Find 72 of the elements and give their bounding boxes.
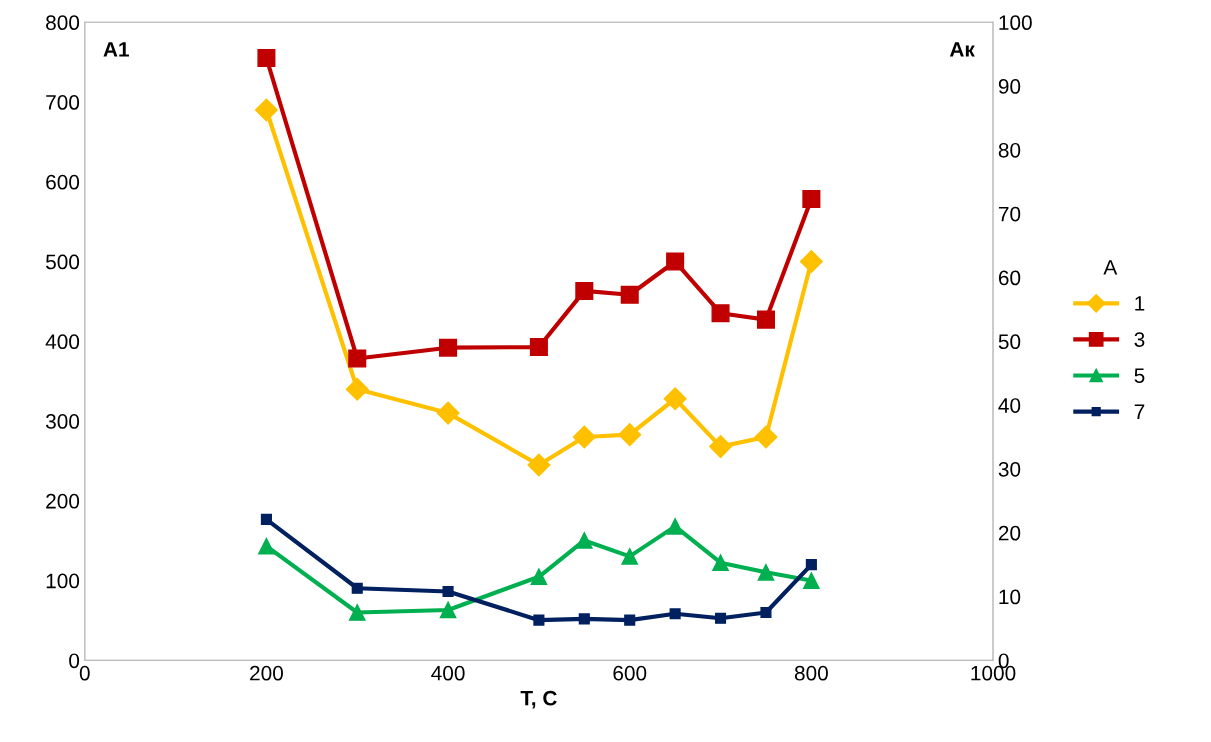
point xyxy=(260,513,272,525)
point xyxy=(527,453,551,477)
point xyxy=(533,614,545,626)
y-tick-label: 800 xyxy=(46,15,80,31)
x-tick-label: 600 xyxy=(613,665,647,681)
x-tick-label: 800 xyxy=(794,665,828,681)
point xyxy=(345,377,369,401)
point xyxy=(663,387,687,411)
y-tick-label: 700 xyxy=(46,95,80,110)
legend-label: 5 xyxy=(1134,368,1145,383)
y2-tick-label: 70 xyxy=(998,206,1021,222)
y2-tick-label: 20 xyxy=(998,525,1021,541)
point xyxy=(254,98,278,122)
point xyxy=(258,537,275,555)
point xyxy=(666,252,685,271)
y-tick-label: 300 xyxy=(45,414,80,429)
x-tick-label: 200 xyxy=(250,665,283,681)
y2-tick-label: 60 xyxy=(998,270,1021,286)
point xyxy=(760,606,772,619)
x-tick-label: 0 xyxy=(79,665,90,681)
y2-tick-label: 40 xyxy=(998,398,1021,413)
point xyxy=(439,338,458,357)
point xyxy=(257,48,276,68)
annotation: A1 xyxy=(103,42,129,57)
y2-tick-label: 100 xyxy=(999,15,1032,31)
y-tick-label: 100 xyxy=(46,573,80,589)
x-axis-title: T, C xyxy=(520,690,557,709)
point xyxy=(711,304,730,323)
point xyxy=(756,310,775,329)
point xyxy=(621,548,639,565)
y-tick-label: 400 xyxy=(45,334,80,350)
point xyxy=(348,604,366,621)
point xyxy=(530,568,548,586)
y-tick-label: 200 xyxy=(46,493,80,509)
point xyxy=(803,572,820,589)
point xyxy=(757,563,775,581)
y2-tick-label: 80 xyxy=(998,142,1021,158)
legend-label: 1 xyxy=(1135,296,1145,311)
point xyxy=(529,338,548,357)
point xyxy=(442,585,454,598)
y2-tick-label: 30 xyxy=(998,461,1021,477)
y-tick-label: 500 xyxy=(45,254,80,270)
point xyxy=(351,582,363,594)
point xyxy=(666,518,684,535)
point xyxy=(348,349,367,368)
point xyxy=(669,608,681,620)
y2-tick-label: 10 xyxy=(999,589,1021,605)
point xyxy=(575,532,593,549)
point xyxy=(712,554,729,572)
point xyxy=(624,614,636,626)
y2-tick-label: 50 xyxy=(998,334,1021,350)
y-tick-label: 0 xyxy=(69,653,80,669)
legend-label: 7 xyxy=(1134,404,1145,419)
point xyxy=(572,425,596,449)
point xyxy=(714,612,727,624)
point xyxy=(709,435,733,459)
point xyxy=(620,285,639,304)
annotation: Aк xyxy=(949,42,975,57)
point xyxy=(578,613,590,625)
point xyxy=(618,423,642,447)
point xyxy=(439,601,457,619)
point xyxy=(805,559,817,571)
legend-label: 3 xyxy=(1134,332,1145,347)
y-tick-label: 600 xyxy=(46,174,80,190)
point xyxy=(802,189,821,209)
legend-title: A xyxy=(1103,260,1118,275)
point xyxy=(436,401,460,425)
x-tick-label: 400 xyxy=(431,665,465,681)
point xyxy=(575,281,594,300)
point xyxy=(754,425,778,449)
y2-tick-label: 90 xyxy=(998,79,1021,94)
point xyxy=(799,250,823,274)
